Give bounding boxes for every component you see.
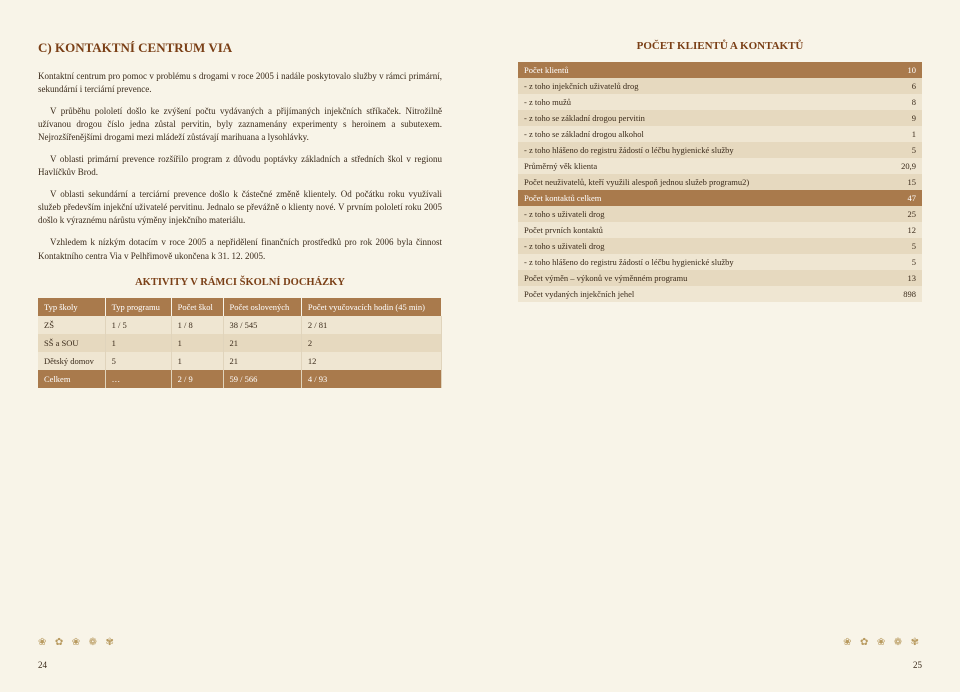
table-header: Počet vyučovacích hodin (45 min) [301, 298, 441, 316]
table-cell: 1 [171, 352, 223, 370]
section-title: C) KONTAKTNÍ CENTRUM VIA [38, 40, 442, 56]
table-cell: SŠ a SOU [38, 334, 105, 352]
client-value: 13 [878, 270, 922, 286]
clients-table: Počet klientů10- z toho injekčních uživa… [518, 62, 922, 302]
table-row: - z toho s uživateli drog25 [518, 206, 922, 222]
table-row: Počet výměn – výkonů ve výměnném program… [518, 270, 922, 286]
table-row: Počet neuživatelů, kteří využili alespoň… [518, 174, 922, 190]
client-label: - z toho injekčních uživatelů drog [518, 78, 878, 94]
table-row: Průměrný věk klienta20,9 [518, 158, 922, 174]
body-text: Kontaktní centrum pro pomoc v problému s… [38, 70, 442, 263]
table-row: SŠ a SOU11212 [38, 334, 442, 352]
client-label: Počet neuživatelů, kteří využili alespoň… [518, 174, 878, 190]
client-value: 8 [878, 94, 922, 110]
client-value: 10 [878, 62, 922, 78]
page-decoration: ❀ ✿ ❀ ❁ ✾ [38, 637, 117, 648]
client-label: - z toho s uživateli drog [518, 206, 878, 222]
client-label: - z toho hlášeno do registru žádostí o l… [518, 142, 878, 158]
table-header: Typ školy [38, 298, 105, 316]
client-value: 25 [878, 206, 922, 222]
table-cell: 2 [301, 334, 441, 352]
client-label: Počet kontaktů celkem [518, 190, 878, 206]
para: Kontaktní centrum pro pomoc v problému s… [38, 70, 442, 96]
table-row: Počet klientů10 [518, 62, 922, 78]
left-page: C) KONTAKTNÍ CENTRUM VIA Kontaktní centr… [0, 0, 480, 692]
para: V průběhu pololetí došlo ke zvýšení počt… [38, 105, 442, 144]
client-value: 15 [878, 174, 922, 190]
client-label: - z toho s uživateli drog [518, 238, 878, 254]
table-header: Počet oslovených [223, 298, 301, 316]
table-cell: 12 [301, 352, 441, 370]
table-row: Dětský domov512112 [38, 352, 442, 370]
client-value: 47 [878, 190, 922, 206]
client-value: 5 [878, 142, 922, 158]
table-cell: 1 [105, 334, 171, 352]
client-label: - z toho se základní drogou alkohol [518, 126, 878, 142]
table-row: ZŠ1 / 51 / 838 / 5452 / 81 [38, 316, 442, 334]
clients-subheader: POČET KLIENTŮ A KONTAKTŮ [518, 40, 922, 52]
client-value: 898 [878, 286, 922, 302]
table-cell: 4 / 93 [301, 370, 441, 388]
table-row: - z toho mužů8 [518, 94, 922, 110]
client-value: 5 [878, 254, 922, 270]
table-row: - z toho hlášeno do registru žádostí o l… [518, 142, 922, 158]
table-header: Typ programu [105, 298, 171, 316]
table-row: - z toho injekčních uživatelů drog6 [518, 78, 922, 94]
table-row: - z toho s uživateli drog5 [518, 238, 922, 254]
page-decoration: ❀ ✿ ❀ ❁ ✾ [843, 637, 922, 648]
client-value: 12 [878, 222, 922, 238]
activity-table: Typ školy Typ programu Počet škol Počet … [38, 298, 442, 388]
table-row: Počet prvních kontaktů12 [518, 222, 922, 238]
page-number: 25 [913, 660, 922, 670]
para: Vzhledem k nízkým dotacím v roce 2005 a … [38, 236, 442, 262]
client-label: Počet prvních kontaktů [518, 222, 878, 238]
table-cell: ZŠ [38, 316, 105, 334]
activity-subheader: AKTIVITY V RÁMCI ŠKOLNÍ DOCHÁZKY [38, 277, 442, 288]
page-number: 24 [38, 660, 47, 670]
table-cell: 38 / 545 [223, 316, 301, 334]
client-label: Průměrný věk klienta [518, 158, 878, 174]
table-cell: 21 [223, 334, 301, 352]
table-row: - z toho se základní drogou pervitin9 [518, 110, 922, 126]
client-label: - z toho se základní drogou pervitin [518, 110, 878, 126]
table-cell: 2 / 9 [171, 370, 223, 388]
table-cell: 59 / 566 [223, 370, 301, 388]
table-cell: Celkem [38, 370, 105, 388]
table-row: Celkem…2 / 959 / 5664 / 93 [38, 370, 442, 388]
table-cell: … [105, 370, 171, 388]
client-label: - z toho hlášeno do registru žádostí o l… [518, 254, 878, 270]
table-cell: 5 [105, 352, 171, 370]
client-value: 20,9 [878, 158, 922, 174]
table-cell: Dětský domov [38, 352, 105, 370]
right-page: POČET KLIENTŮ A KONTAKTŮ Počet klientů10… [480, 0, 960, 692]
client-label: - z toho mužů [518, 94, 878, 110]
client-label: Počet vydaných injekčních jehel [518, 286, 878, 302]
table-cell: 1 [171, 334, 223, 352]
client-value: 6 [878, 78, 922, 94]
table-header: Počet škol [171, 298, 223, 316]
table-cell: 1 / 8 [171, 316, 223, 334]
para: V oblasti sekundární a terciární prevenc… [38, 188, 442, 227]
client-value: 5 [878, 238, 922, 254]
client-label: Počet výměn – výkonů ve výměnném program… [518, 270, 878, 286]
table-cell: 21 [223, 352, 301, 370]
table-row: Počet vydaných injekčních jehel898 [518, 286, 922, 302]
table-row: Počet kontaktů celkem47 [518, 190, 922, 206]
client-value: 9 [878, 110, 922, 126]
table-cell: 2 / 81 [301, 316, 441, 334]
table-row: - z toho hlášeno do registru žádostí o l… [518, 254, 922, 270]
client-label: Počet klientů [518, 62, 878, 78]
table-cell: 1 / 5 [105, 316, 171, 334]
table-row: - z toho se základní drogou alkohol1 [518, 126, 922, 142]
para: V oblasti primární prevence rozšířilo pr… [38, 153, 442, 179]
client-value: 1 [878, 126, 922, 142]
